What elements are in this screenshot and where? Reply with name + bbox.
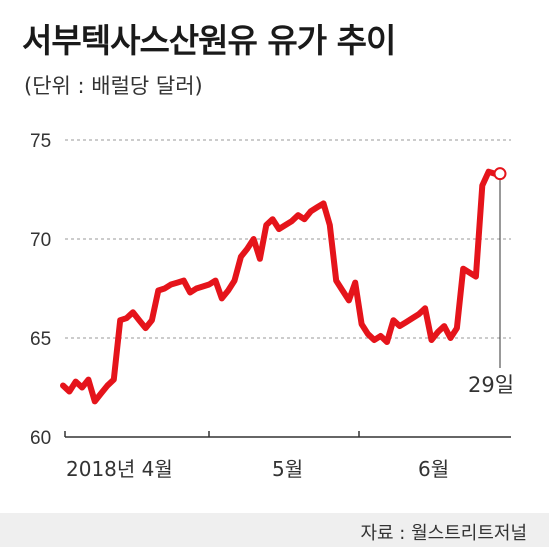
data-point	[62, 384, 64, 387]
data-point	[240, 256, 242, 258]
data-point	[189, 291, 191, 294]
data-point	[392, 319, 394, 321]
data-point	[227, 289, 229, 292]
data-point	[94, 400, 96, 402]
data-point	[138, 319, 140, 321]
data-point	[145, 327, 147, 329]
data-point	[322, 202, 325, 204]
chart-title: 서부텍사스산원유 유가 추이	[22, 21, 396, 60]
data-point	[316, 206, 318, 208]
data-point	[456, 327, 458, 329]
data-point	[329, 224, 331, 226]
data-point	[475, 276, 477, 278]
data-point	[183, 280, 185, 282]
data-point	[367, 333, 369, 335]
data-point	[272, 218, 274, 220]
data-point	[449, 337, 452, 339]
data-point	[348, 299, 350, 301]
data-point	[291, 220, 293, 222]
series-line	[60, 168, 498, 405]
data-point	[253, 238, 255, 240]
data-point	[233, 280, 236, 282]
footer-bar: 자료 : 월스트리트저널	[0, 513, 549, 547]
data-point	[100, 392, 102, 394]
data-point	[462, 268, 464, 270]
data-point	[151, 319, 153, 321]
data-point	[176, 282, 178, 284]
series-points	[62, 171, 496, 402]
data-point	[341, 289, 344, 292]
y-tick-label: 65	[30, 329, 51, 350]
data-point	[297, 214, 299, 216]
data-point	[430, 339, 433, 341]
data-point	[119, 319, 121, 321]
data-point	[87, 379, 89, 381]
data-point	[125, 317, 128, 319]
data-point	[164, 287, 166, 290]
data-point	[373, 339, 375, 341]
data-point	[424, 307, 426, 309]
data-point	[386, 341, 388, 343]
data-point	[354, 282, 356, 284]
data-point	[335, 280, 337, 282]
data-point	[157, 289, 159, 292]
data-point	[259, 258, 261, 260]
y-tick-label: 60	[30, 428, 51, 449]
data-point	[246, 248, 248, 250]
data-point	[208, 283, 210, 286]
data-point	[399, 325, 401, 327]
data-point	[81, 386, 83, 389]
data-point	[265, 224, 267, 226]
data-point	[132, 311, 134, 313]
data-point	[284, 224, 286, 226]
x-tick-label: 2018년 4월	[66, 457, 173, 481]
y-tick-label: 70	[30, 230, 51, 251]
annotation-label: 29일	[468, 373, 514, 397]
data-point	[405, 321, 407, 323]
data-point	[443, 325, 445, 327]
source-note: 자료 : 월스트리트저널	[360, 523, 527, 544]
data-point	[170, 283, 172, 286]
data-point	[75, 381, 77, 383]
data-point	[469, 272, 471, 274]
end-point-marker	[493, 167, 507, 181]
x-tick-label: 5월	[272, 457, 303, 481]
data-point	[437, 331, 439, 333]
data-point	[488, 171, 490, 173]
data-point	[361, 323, 363, 325]
x-tick-label: 6월	[418, 457, 449, 481]
data-point	[106, 384, 109, 387]
data-point	[221, 297, 223, 299]
unit-label: (단위 : 배럴당 달러)	[24, 74, 203, 98]
y-tick-label: 75	[30, 131, 51, 152]
data-point	[278, 228, 280, 230]
data-point	[303, 218, 305, 220]
line-chart: 60 65 70 75 2018년 4월 5월 6월 29일	[30, 131, 514, 481]
data-point	[214, 280, 217, 282]
data-point	[380, 335, 382, 337]
data-point	[202, 285, 204, 288]
data-point	[411, 317, 413, 319]
data-point	[113, 379, 115, 381]
data-point	[68, 390, 70, 393]
data-point	[310, 210, 312, 212]
data-point	[481, 184, 483, 187]
data-point	[418, 313, 420, 315]
data-point	[195, 287, 197, 290]
